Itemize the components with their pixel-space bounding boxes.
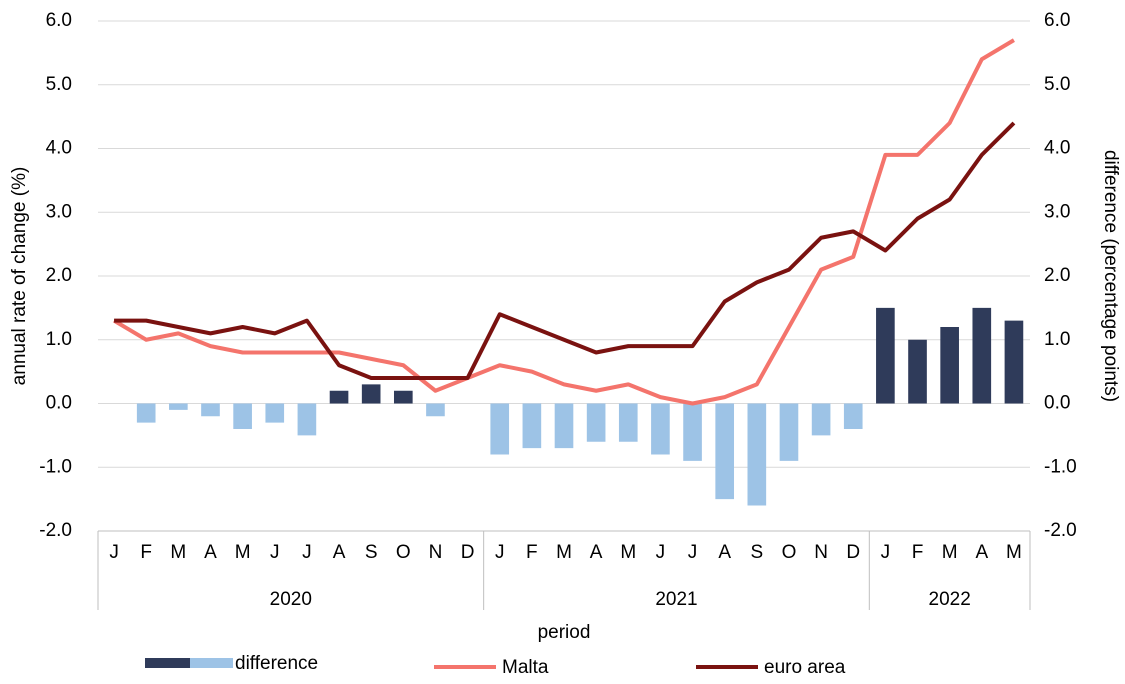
bar [201,403,220,417]
x-tick-label: A [718,542,731,563]
x-tick-label: O [782,542,797,563]
y-tick-label: 0.0 [46,393,72,414]
y-tick-label: 6.0 [46,10,72,31]
legend-swatch [190,658,233,668]
y-axis-label: annual rate of change (%) [9,167,30,386]
bar [169,403,188,410]
bar [329,390,349,404]
x-tick-label: J [656,542,666,563]
line [114,121,1016,380]
bar [747,403,767,506]
x-tick-label: M [1006,542,1022,563]
bar [908,339,927,404]
bar [811,403,831,436]
x-tick-label: J [495,542,505,563]
bar [490,403,510,455]
y2-tick-label: 5.0 [1044,74,1070,95]
x-tick-label: M [620,542,636,563]
y2-axis-label: difference (percentage points) [1100,150,1121,402]
y2-tick-label: -2.0 [1044,520,1077,541]
x-tick-label: A [590,542,603,563]
x-tick-label: A [333,542,346,563]
y-tick-label: -1.0 [39,456,72,477]
bar [972,307,992,404]
x-tick-label: M [942,542,958,563]
group-label: 2022 [929,589,971,610]
bar [233,403,252,429]
x-tick-label: O [396,542,411,563]
bar [715,403,735,500]
bar [1004,320,1024,404]
y-tick-label: 4.0 [46,138,72,159]
x-tick-label: J [109,542,119,563]
bar [651,403,670,455]
bar [297,403,317,436]
bar [683,403,702,461]
y2-tick-label: 1.0 [1044,329,1070,350]
legend-swatch [145,658,190,668]
x-tick-label: A [204,542,217,563]
bar [522,403,542,449]
y-tick-label: 1.0 [46,329,72,350]
y2-tick-label: 0.0 [1044,393,1070,414]
x-tick-label: N [814,542,828,563]
bar [843,403,863,429]
x-tick-label: N [429,542,443,563]
y2-tick-label: -1.0 [1044,456,1077,477]
group-label: 2021 [655,589,697,610]
x-tick-label: S [365,542,378,563]
x-tick-label: F [912,542,924,563]
legend-label: difference [235,653,318,674]
x-axis-label: period [538,622,591,643]
x-tick-label: D [846,542,860,563]
y-tick-label: -2.0 [39,520,72,541]
y2-tick-label: 3.0 [1044,201,1070,222]
x-tick-label: F [140,542,152,563]
bar [393,390,413,404]
x-tick-label: M [170,542,186,563]
x-tick-label: J [270,542,280,563]
bar [265,403,285,423]
bar [426,403,445,417]
bar [586,403,606,442]
y2-tick-label: 6.0 [1044,10,1070,31]
line [113,38,1015,406]
y-tick-label: 3.0 [46,201,72,222]
x-tick-label: A [975,542,988,563]
x-tick-label: D [461,542,475,563]
x-tick-label: S [750,542,763,563]
x-tick-label: M [556,542,572,563]
bar [876,307,895,404]
y-tick-label: 2.0 [46,265,72,286]
bar [618,403,638,442]
y-tick-label: 5.0 [46,74,72,95]
x-tick-label: F [526,542,538,563]
y2-tick-label: 4.0 [1044,138,1070,159]
bar [361,384,381,404]
legend-label: euro area [764,657,846,678]
bar [779,403,799,461]
bar [940,327,959,404]
legend-label: Malta [502,657,549,678]
y2-tick-label: 2.0 [1044,265,1070,286]
x-tick-label: M [235,542,251,563]
x-tick-label: J [302,542,312,563]
x-tick-label: J [688,542,698,563]
x-tick-label: J [881,542,891,563]
bar [554,403,574,449]
bar [136,403,156,423]
group-label: 2020 [270,589,312,610]
